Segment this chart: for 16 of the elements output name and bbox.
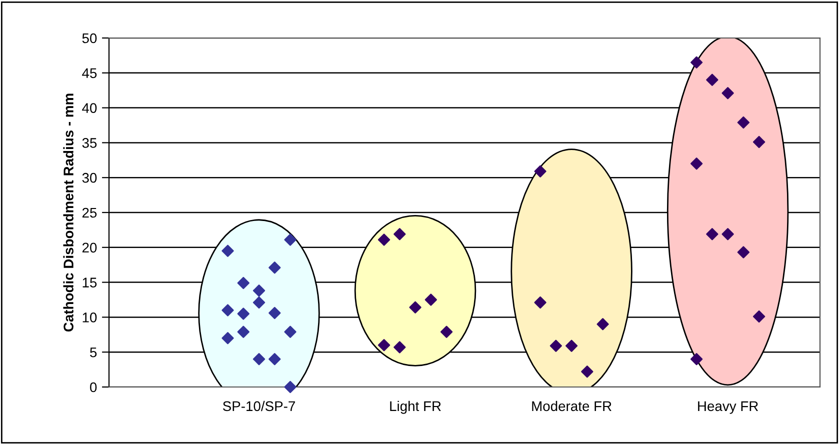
y-tick-label: 10	[82, 312, 97, 322]
y-tick-label: 15	[82, 278, 97, 288]
y-tick-label: 5	[90, 348, 97, 358]
y-tick-label: 50	[82, 33, 97, 44]
x-tick-label: Heavy FR	[698, 401, 758, 414]
y-tick-label: 30	[82, 172, 97, 183]
x-tick-label: Light FR	[390, 400, 441, 414]
y-tick-label: 25	[82, 208, 97, 218]
y-tick-label: 40	[82, 103, 97, 113]
y-tick-label: 0	[90, 382, 97, 392]
y-axis-title: Cathodic Disbondment Radius - mm	[63, 94, 74, 332]
y-tick-label: 35	[82, 138, 97, 148]
x-tick-label: SP-10/SP-7	[222, 400, 295, 412]
y-tick-label: 20	[82, 242, 97, 253]
x-tick-label: Moderate FR	[532, 400, 612, 412]
y-tick-label: 45	[82, 68, 97, 78]
